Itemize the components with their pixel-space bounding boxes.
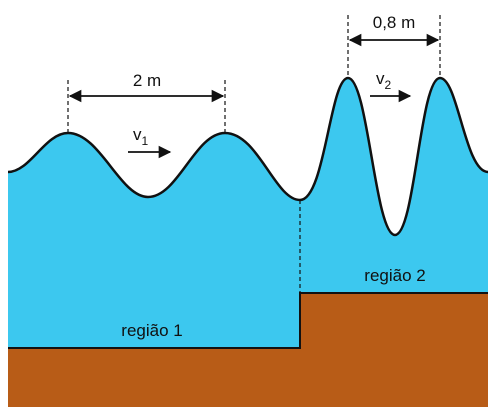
region-label: região 1 — [121, 321, 182, 340]
velocity-subscript: 2 — [385, 78, 392, 92]
ground-region-2 — [300, 293, 488, 407]
region-label: região 2 — [364, 266, 425, 285]
velocity-label: v1 — [133, 125, 149, 148]
dim-label: 2 m — [133, 71, 161, 90]
wave-diagram: 2 m 0,8 m v1 v2 região 1 região 2 — [0, 0, 490, 407]
velocity-label: v2 — [376, 69, 392, 92]
velocity-subscript: 1 — [142, 134, 149, 148]
page: {"dimensions": {"region_1": "2 m", "regi… — [0, 0, 490, 407]
dim-label: 0,8 m — [373, 13, 416, 32]
ground-region-1 — [8, 348, 300, 407]
